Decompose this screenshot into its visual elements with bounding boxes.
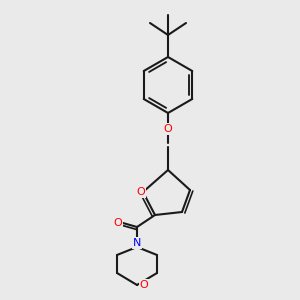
Text: O: O [140,280,148,290]
Text: O: O [114,218,122,228]
Text: N: N [133,238,141,248]
Text: O: O [136,187,146,197]
Text: O: O [164,124,172,134]
